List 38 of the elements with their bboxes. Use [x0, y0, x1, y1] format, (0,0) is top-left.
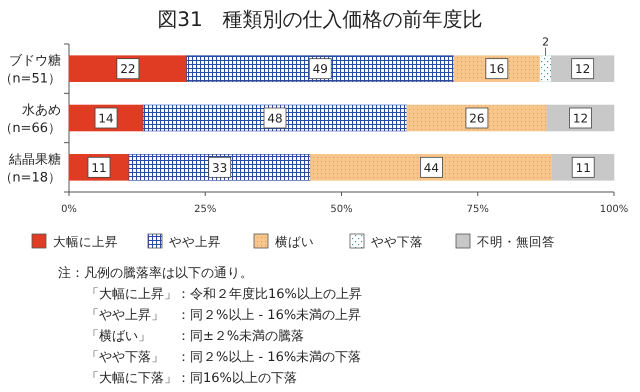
data-label: 12 [575, 62, 590, 76]
data-label: 12 [572, 112, 588, 126]
legend-label: やや下落 [371, 234, 423, 249]
chart-title: 図31 種類別の仕入価格の前年度比 [157, 7, 483, 31]
text: 「やや上昇」 ：同２%以上 - 16%未満の上昇 [86, 308, 362, 323]
data-label: 22 [120, 62, 136, 76]
data-label: 14 [98, 112, 114, 126]
data-label: 2 [542, 36, 550, 49]
x-tick-label: 0% [61, 204, 77, 215]
bar [142, 104, 408, 132]
x-tick-label: 50% [330, 204, 353, 215]
y-tick-label: 結晶果糖（n=18） [0, 152, 61, 186]
text: 注：凡例の騰落率は以下の通り。 [58, 265, 253, 281]
data-label: 11 [91, 160, 107, 175]
y-tick-label: 水あめ（n=66） [0, 103, 61, 136]
legend-label: やや上昇 [169, 234, 221, 249]
data-label: 44 [424, 160, 440, 175]
data-label: 26 [469, 112, 485, 126]
data-label: 11 [576, 160, 591, 175]
bar [128, 154, 311, 181]
data-label: 33 [212, 160, 228, 175]
bar [310, 154, 553, 181]
legend-label: 不明・無回答 [477, 234, 555, 249]
bar [540, 55, 552, 82]
text: 「やや下落」 ：同２%以上 - 16%未満の下落 [86, 350, 362, 365]
data-label: 16 [489, 62, 504, 76]
data-label: 49 [312, 62, 328, 76]
text: 「大幅に下落」：同16%以上の下落 [86, 371, 297, 386]
legend-label: 横ばい [275, 234, 314, 249]
data-label: 48 [267, 112, 283, 126]
text: 「大幅に上昇」：令和２年度比16%以上の上昇 [86, 286, 362, 302]
legend-label: 大幅に上昇 [53, 234, 118, 249]
text: 「横ばい」 ：同±２%未満の騰落 [86, 329, 304, 344]
x-tick-label: 100% [600, 204, 628, 215]
y-tick-label: ブドウ糖（n=51） [0, 54, 61, 87]
bar [186, 55, 454, 82]
x-tick-label: 75% [466, 204, 489, 215]
x-tick-label: 25% [194, 204, 216, 215]
